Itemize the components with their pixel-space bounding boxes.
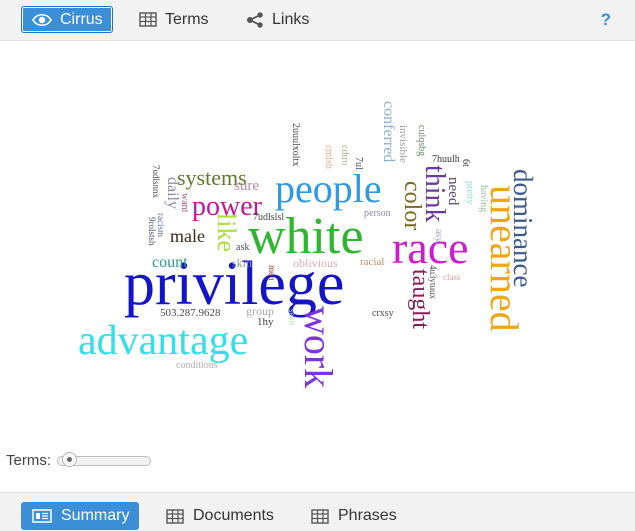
cloud-word-systems[interactable]: systems	[177, 165, 247, 190]
cloud-word-crxsy[interactable]: crxsy	[372, 308, 394, 319]
table-icon	[166, 508, 184, 524]
cloud-word-color[interactable]: color	[399, 181, 425, 231]
tab-phrases[interactable]: Phrases	[311, 502, 397, 530]
cloud-word-skin[interactable]: skin	[232, 256, 253, 270]
cloud-word-race[interactable]: race	[392, 222, 469, 273]
cloud-word-seen[interactable]: seen	[287, 309, 297, 325]
table-icon	[139, 12, 157, 27]
bottom-tabbar: Summary Documents Phrases	[0, 492, 635, 531]
cloud-word-conditions[interactable]: conditions	[176, 360, 218, 371]
cloud-word-racial[interactable]: racial	[360, 256, 385, 268]
tab-documents-label: Documents	[193, 507, 274, 524]
cloud-word-ask[interactable]: ask	[236, 242, 250, 253]
tab-documents[interactable]: Documents	[166, 502, 274, 530]
cloud-word-6t[interactable]: 6t	[460, 159, 471, 167]
cloud-word-advantage[interactable]: advantage	[78, 318, 249, 364]
terms-label: Terms:	[6, 452, 51, 469]
cloud-word-count[interactable]: count	[152, 254, 188, 271]
tab-summary[interactable]: Summary	[21, 502, 140, 530]
eye-icon	[32, 13, 52, 27]
top-toolbar: Cirrus Terms Links ?	[0, 0, 635, 41]
cloud-word-class[interactable]: class	[443, 272, 461, 282]
terms-control: Terms:	[6, 451, 151, 469]
cloud-word-conferred[interactable]: conferred	[380, 101, 397, 163]
cloud-word-people[interactable]: people	[275, 166, 382, 211]
table-icon	[311, 508, 329, 524]
cloud-word-pretty[interactable]: pretty	[464, 181, 475, 205]
cloud-word-7ul[interactable]: 7ul	[353, 157, 364, 170]
tab-phrases-label: Phrases	[338, 507, 397, 524]
cloud-word-dominance[interactable]: dominance	[508, 169, 538, 288]
cloud-word-power[interactable]: power	[192, 191, 262, 222]
cloud-word-male[interactable]: male	[170, 226, 205, 246]
cloud-word-need[interactable]: need	[445, 177, 461, 206]
tab-links-label: Links	[272, 10, 310, 28]
terms-slider-handle[interactable]	[62, 451, 77, 467]
tab-terms[interactable]: Terms	[139, 6, 209, 33]
summary-icon	[32, 509, 52, 523]
cloud-word-work[interactable]: work	[296, 306, 341, 389]
cloud-word-2uuulxoltx[interactable]: 2uuulxoltx	[290, 123, 301, 167]
word-cloud: privilege white people race advantage wo…	[0, 41, 635, 441]
cloud-word-phone[interactable]: 503.287.9628	[160, 307, 221, 319]
tab-summary-label: Summary	[61, 507, 130, 524]
cloud-word-9rolstsh[interactable]: 9rolstsh	[147, 217, 157, 246]
cloud-word-group[interactable]: group	[246, 304, 274, 318]
terms-slider[interactable]	[57, 451, 151, 467]
cloud-word-racism[interactable]: racism	[156, 213, 166, 237]
cloud-word-4u3ytuux[interactable]: 4u3ytuux	[428, 265, 438, 300]
cloud-word-person[interactable]: person	[364, 208, 391, 219]
cloud-word-oblivious[interactable]: oblivious	[293, 256, 338, 270]
share-icon	[246, 11, 264, 28]
cloud-word-7udlsnnx[interactable]: 7udlsnnx	[151, 165, 161, 199]
cloud-word-white[interactable]: white	[248, 208, 364, 265]
cloud-word-sure[interactable]: sure	[234, 178, 259, 194]
cloud-word-cmlsh[interactable]: cmlsh	[323, 145, 334, 169]
cloud-word-asyl[interactable]: asyl	[433, 229, 444, 246]
cloud-word-7huulh[interactable]: 7huulh	[432, 154, 460, 165]
cloud-word-having[interactable]: having	[478, 185, 489, 213]
cloud-word-want[interactable]: want	[179, 193, 190, 213]
tab-terms-label: Terms	[165, 10, 209, 28]
cloud-word-1hy[interactable]: 1hy	[257, 316, 274, 328]
cloud-word-men[interactable]: men	[267, 265, 277, 281]
cloud-word-7udlslsl[interactable]: 7udlslsl	[253, 212, 285, 223]
help-button[interactable]: ?	[600, 10, 611, 29]
cloud-word-privilege[interactable]: privilege	[124, 250, 345, 318]
cloud-word-culqsbg[interactable]: culqsbg	[416, 125, 427, 157]
tab-cirrus-label: Cirrus	[60, 10, 103, 28]
cloud-word-cdtro[interactable]: cdtro	[339, 145, 350, 166]
cloud-word-daily[interactable]: daily	[164, 177, 181, 209]
tab-links[interactable]: Links	[246, 6, 309, 33]
tab-cirrus[interactable]: Cirrus	[21, 6, 113, 33]
cloud-word-invisible[interactable]: invisible	[397, 125, 409, 163]
